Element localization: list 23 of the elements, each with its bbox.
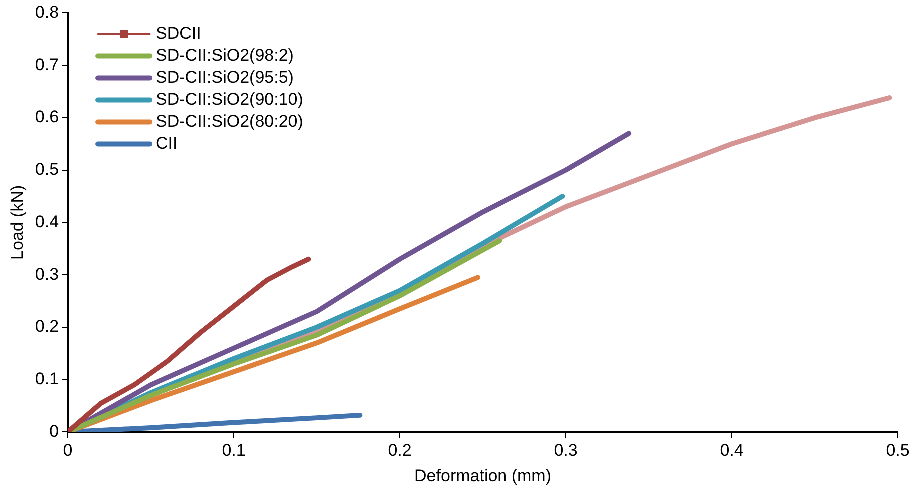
y-tick-label: 0.2 [35, 317, 60, 336]
x-tick-label: 0.2 [388, 441, 412, 460]
y-axis-title: Load (kN) [8, 185, 27, 260]
legend-label: CII [156, 134, 178, 153]
x-tick-label: 0.4 [720, 441, 744, 460]
y-tick-label: 0.5 [35, 160, 60, 180]
legend-label: SD-CII:SiO2(98:2) [156, 46, 294, 65]
y-tick-label: 0.3 [35, 264, 60, 284]
x-axis-title: Deformation (mm) [414, 466, 552, 486]
y-tick-label: 0.7 [35, 55, 60, 74]
y-tick-label: 0 [50, 422, 60, 441]
x-tick-label: 0 [63, 441, 73, 460]
x-tick-label: 0.1 [222, 441, 246, 460]
y-tick-label: 0.4 [35, 212, 60, 232]
y-tick-label: 0.8 [35, 2, 60, 22]
legend-label: SDCII [156, 24, 202, 43]
x-tick-label: 0.3 [554, 441, 578, 460]
x-tick-label: 0.5 [886, 441, 910, 460]
legend-label: SD-CII:SiO2(95:5) [156, 68, 294, 87]
y-tick-label: 0.6 [35, 108, 60, 127]
legend-label: SD-CII:SiO2(80:20) [156, 112, 304, 131]
legend-label: SD-CII:SiO2(90:10) [156, 90, 304, 109]
y-tick-label: 0.1 [35, 370, 60, 389]
